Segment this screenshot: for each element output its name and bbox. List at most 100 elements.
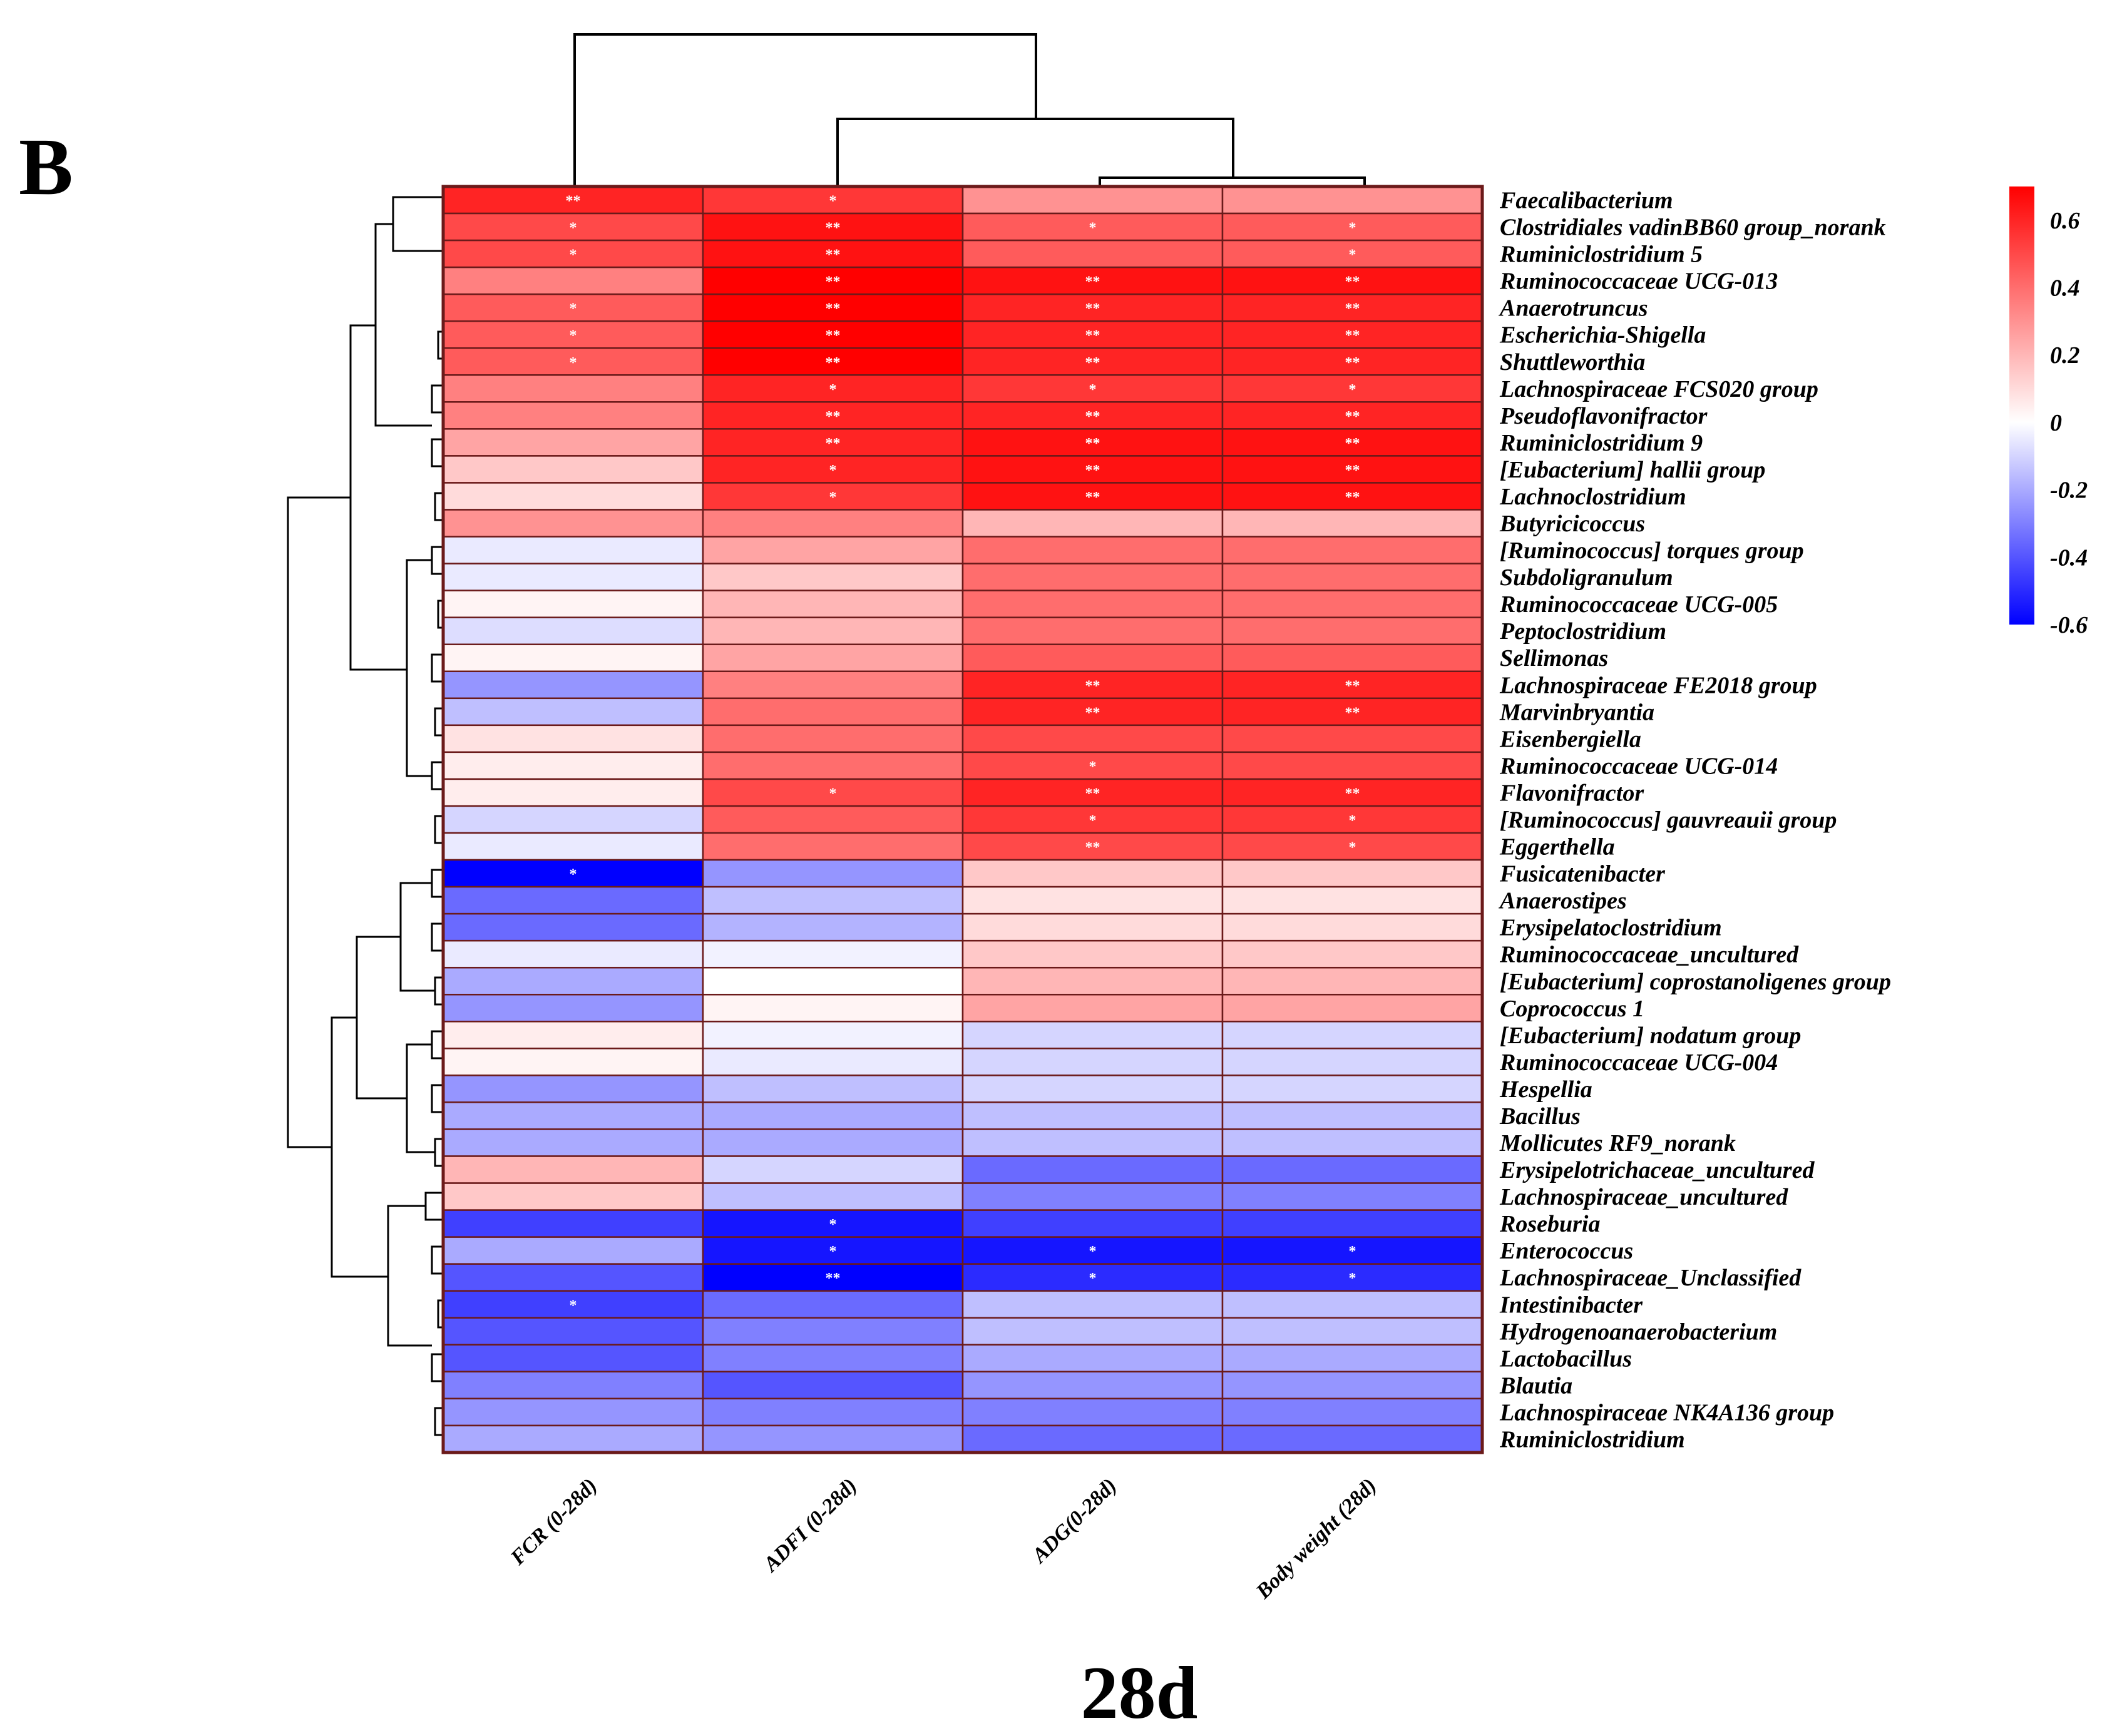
heatmap-cell	[961, 1317, 1224, 1346]
significance-marker: *	[829, 462, 837, 479]
row-label: Erysipelotrichaceae_uncultured	[1499, 1157, 1815, 1183]
heatmap-cell	[442, 939, 704, 969]
significance-marker: *	[1349, 840, 1356, 856]
heatmap-cell	[961, 912, 1224, 942]
heatmap-cell	[1221, 1344, 1484, 1373]
heatmap-cell	[702, 1371, 964, 1400]
significance-marker: **	[1085, 840, 1100, 856]
heatmap-cell	[702, 1155, 964, 1184]
row-label: Clostridiales vadinBB60 group_norank	[1500, 215, 1886, 241]
heatmap-cell	[442, 401, 704, 430]
heatmap-cell	[961, 536, 1224, 564]
heatmap-cell	[442, 912, 704, 942]
significance-marker: **	[1345, 355, 1360, 371]
significance-marker: **	[1345, 678, 1360, 694]
heatmap-cell	[442, 590, 704, 618]
color-legend-tick-label: 0.4	[2050, 275, 2080, 302]
heatmap-cell	[1221, 266, 1484, 295]
row-dendrogram-cluster-1b	[431, 330, 443, 521]
heatmap-cell	[1221, 320, 1484, 349]
heatmap-cell	[961, 1021, 1224, 1049]
row-label: Hespellia	[1499, 1076, 1592, 1103]
significance-marker: **	[826, 301, 841, 317]
row-label: [Ruminococcus] torques group	[1500, 538, 1804, 564]
heatmap-cell	[442, 1290, 704, 1319]
heatmap-cell	[702, 616, 964, 645]
heatmap-cell	[442, 266, 704, 295]
heatmap-cell	[1221, 590, 1484, 618]
heatmap-cell	[1221, 1101, 1484, 1130]
heatmap-cell	[702, 697, 964, 727]
heatmap-cell	[702, 1317, 964, 1346]
color-legend-tick-label: 0	[2050, 410, 2062, 436]
row-label: Ruminococcaceae_uncultured	[1499, 942, 1799, 968]
significance-marker: *	[1349, 1270, 1356, 1287]
heatmap-cell	[702, 1397, 964, 1427]
heatmap-cell	[961, 778, 1224, 807]
heatmap-cell	[702, 912, 964, 942]
significance-marker: *	[829, 489, 837, 506]
heatmap-cell	[702, 966, 964, 996]
significance-marker: **	[1085, 785, 1100, 802]
row-label: Anaerostipes	[1499, 888, 1627, 914]
heatmap-cell	[702, 509, 964, 538]
significance-marker: **	[1345, 705, 1360, 721]
heatmap-cell	[442, 563, 704, 591]
heatmap-cell	[961, 1209, 1224, 1238]
heatmap-cell	[442, 1101, 704, 1130]
row-label: Coprococcus 1	[1500, 996, 1644, 1022]
heatmap-cell	[702, 1263, 964, 1292]
row-label: Intestinibacter	[1499, 1292, 1643, 1318]
row-label: [Ruminococcus] gauvreauii group	[1500, 807, 1837, 834]
heatmap-cell	[1221, 563, 1484, 591]
heatmap-cell	[702, 1128, 964, 1157]
heatmap-cell	[1221, 643, 1484, 673]
heatmap-cell	[1221, 1128, 1484, 1157]
row-label: Shuttleworthia	[1500, 349, 1645, 375]
heatmap-cell	[702, 1424, 964, 1454]
row-label: Lachnospiraceae FE2018 group	[1499, 672, 1817, 698]
significance-marker: *	[1089, 1243, 1097, 1260]
heatmap-cell	[702, 1182, 964, 1211]
heatmap-cell	[1221, 1290, 1484, 1319]
heatmap-cell	[442, 966, 704, 996]
heatmap-cell	[702, 670, 964, 700]
significance-marker: **	[566, 193, 581, 210]
significance-marker: **	[826, 355, 841, 371]
heatmap-cell	[961, 1182, 1224, 1211]
significance-marker: *	[570, 247, 577, 263]
row-label: Lachnoclostridium	[1499, 484, 1686, 510]
heatmap-cell	[442, 482, 704, 511]
heatmap-cell	[1221, 1317, 1484, 1346]
row-label: Subdoligranulum	[1500, 564, 1673, 591]
significance-marker: **	[1345, 489, 1360, 506]
significance-marker: *	[1349, 247, 1356, 263]
significance-marker: **	[1085, 462, 1100, 479]
heatmap-cell	[442, 643, 704, 673]
heatmap-cell	[702, 1075, 964, 1103]
heatmap-cell	[961, 886, 1224, 915]
row-label: Ruminiclostridium	[1499, 1426, 1685, 1453]
heatmap-cell	[702, 1021, 964, 1049]
heatmap-cell	[961, 590, 1224, 618]
heatmap-cell	[702, 347, 964, 376]
heatmap-cell	[442, 1209, 704, 1238]
significance-marker: *	[1089, 1270, 1097, 1287]
heatmap-cell	[702, 939, 964, 969]
heatmap-cell	[1221, 751, 1484, 780]
significance-marker: **	[1345, 436, 1360, 452]
heatmap-cell	[442, 778, 704, 807]
heatmap-cell	[961, 1155, 1224, 1184]
heatmap-cell	[961, 239, 1224, 268]
heatmap-cell	[442, 347, 704, 376]
heatmap-cell	[702, 1290, 964, 1319]
row-label: Lachnospiraceae FCS020 group	[1499, 376, 1818, 402]
heatmap-cell	[1221, 1424, 1484, 1454]
heatmap-cell	[702, 320, 964, 349]
heatmap-cell	[961, 563, 1224, 591]
heatmap-cell	[1221, 1155, 1484, 1184]
heatmap-cell	[702, 536, 964, 564]
heatmap-cell	[1221, 939, 1484, 969]
row-label: Lactobacillus	[1499, 1345, 1632, 1372]
